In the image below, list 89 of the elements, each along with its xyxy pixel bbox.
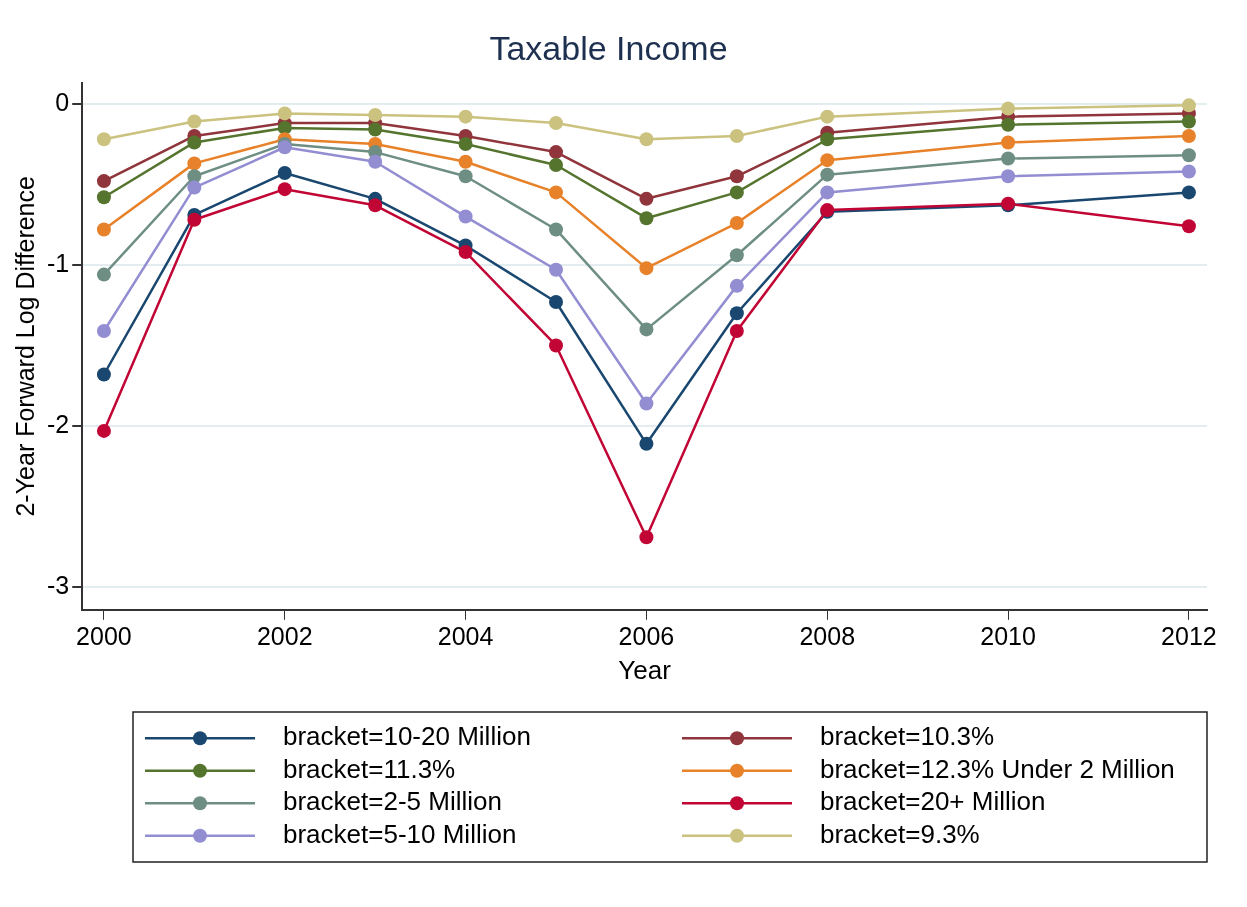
x-tick-label: 2008 [799, 621, 856, 650]
point [96, 132, 111, 147]
point [729, 128, 744, 143]
point [1001, 135, 1016, 150]
point [368, 122, 383, 137]
point [639, 261, 654, 276]
point [458, 245, 473, 260]
point [729, 248, 744, 263]
point [549, 294, 564, 309]
point [549, 338, 564, 353]
point [1181, 185, 1196, 200]
point [1001, 169, 1016, 184]
point [820, 167, 835, 182]
x-tick-label: 2004 [437, 621, 494, 650]
point [277, 182, 292, 197]
point [187, 135, 202, 150]
y-tick-label: 0 [55, 87, 70, 116]
y-tick-label: -2 [46, 409, 70, 438]
point [96, 423, 111, 438]
x-tick-label: 2000 [76, 621, 132, 650]
point [639, 211, 654, 226]
point [549, 145, 564, 160]
point [729, 278, 744, 293]
point [729, 216, 744, 231]
point [96, 323, 111, 338]
y-tick-label: -1 [46, 248, 70, 277]
point [820, 185, 835, 200]
point [458, 137, 473, 152]
point [729, 306, 744, 321]
point [549, 262, 564, 277]
point [639, 132, 654, 147]
point [549, 222, 564, 237]
point [1181, 128, 1196, 143]
point [820, 132, 835, 147]
point [639, 322, 654, 337]
point [187, 156, 202, 171]
point [277, 106, 292, 121]
x-axis-title: Year [618, 654, 672, 685]
point [1181, 98, 1196, 113]
point [639, 530, 654, 545]
point [458, 169, 473, 184]
legend-label: bracket=5-10 Million [283, 818, 517, 849]
point [1001, 117, 1016, 132]
point [549, 185, 564, 200]
legend-label: bracket=10-20 Million [283, 721, 531, 752]
point [368, 198, 383, 213]
point [96, 367, 111, 382]
point [1181, 114, 1196, 129]
point [277, 166, 292, 181]
legend-label: bracket=20+ Million [820, 786, 1046, 817]
point [187, 114, 202, 129]
point [368, 154, 383, 169]
point [1181, 148, 1196, 163]
x-tick-label: 2010 [980, 621, 1036, 650]
legend-label: bracket=10.3% [820, 721, 995, 752]
point [639, 396, 654, 411]
point [1001, 151, 1016, 166]
point [96, 190, 111, 205]
point [96, 267, 111, 282]
legend-label: bracket=2-5 Million [283, 786, 502, 817]
point [1001, 101, 1016, 116]
x-tick-label: 2002 [256, 621, 313, 650]
point [1181, 219, 1196, 234]
y-tick-label: -3 [46, 571, 70, 600]
point [458, 154, 473, 169]
point [458, 209, 473, 224]
x-tick-label: 2006 [618, 621, 675, 650]
point [729, 323, 744, 338]
y-axis-title: 2-Year Forward Log Difference [10, 176, 39, 517]
point [729, 169, 744, 184]
point [820, 153, 835, 168]
point [639, 191, 654, 206]
point [1181, 164, 1196, 179]
point [187, 180, 202, 195]
point [458, 109, 473, 124]
point [368, 108, 383, 123]
x-tick-label: 2012 [1161, 621, 1217, 650]
point [549, 116, 564, 131]
legend-label: bracket=9.3% [820, 818, 980, 849]
point [96, 174, 111, 189]
point [549, 157, 564, 172]
point [187, 212, 202, 227]
chart-title: Taxable Income [489, 28, 728, 67]
legend-label: bracket=12.3% Under 2 Million [820, 753, 1175, 784]
legend-label: bracket=11.3% [283, 753, 456, 784]
point [96, 222, 111, 237]
point [729, 185, 744, 200]
point [820, 109, 835, 124]
point [639, 436, 654, 451]
